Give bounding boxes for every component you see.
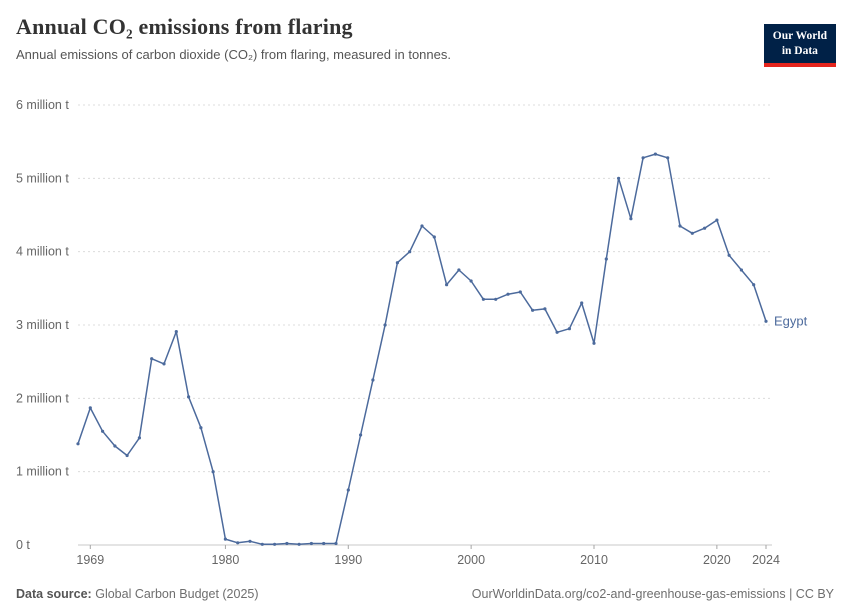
data-point-marker [555, 330, 559, 334]
data-point-marker [260, 542, 264, 546]
series-end-label: Egypt [774, 313, 808, 328]
data-point-marker [457, 268, 461, 272]
data-point-marker [752, 283, 756, 287]
owid-logo[interactable]: Our World in Data [763, 24, 836, 67]
data-point-marker [494, 297, 498, 301]
y-tick-label: 1 million t [16, 465, 69, 479]
data-point-marker [531, 308, 535, 312]
data-point-marker [445, 283, 449, 287]
data-point-marker [371, 378, 375, 382]
data-point-marker [629, 217, 633, 221]
data-point-marker [211, 470, 215, 474]
data-point-marker [543, 307, 547, 311]
data-point-marker [137, 436, 141, 440]
data-point-marker [641, 156, 645, 160]
y-tick-label: 0 t [16, 538, 30, 552]
data-point-marker [518, 290, 522, 294]
data-point-marker [125, 453, 129, 458]
data-point-marker [690, 231, 694, 235]
data-source-label: Data source: [16, 587, 92, 601]
data-point-marker [101, 429, 105, 433]
line-chart-svg: 0 t 1 million t 2 million t 3 million t 4 mi… [16, 98, 808, 567]
data-point-marker [604, 257, 608, 261]
data-point-marker [764, 319, 768, 323]
data-point-marker [346, 488, 350, 492]
x-tick-label: 2020 [703, 553, 731, 567]
x-tick-label: 2024 [752, 553, 780, 567]
owid-logo-line2: in Data [781, 44, 818, 57]
data-point-marker [285, 541, 289, 546]
data-point-marker [715, 218, 719, 222]
y-tick-label: 3 million t [16, 318, 69, 332]
data-point-marker [359, 433, 363, 437]
data-point-marker [297, 542, 301, 546]
data-point-marker [727, 253, 731, 257]
chart-subtitle: Annual emissions of carbon dioxide (CO₂)… [16, 47, 451, 62]
data-point-marker [481, 297, 485, 301]
data-point-marker [334, 541, 338, 546]
data-point-marker [309, 541, 313, 546]
data-point-marker [420, 224, 424, 228]
y-tick-label: 6 million t [16, 98, 69, 112]
chart-footer: Data source: Global Carbon Budget (2025)… [16, 587, 834, 601]
data-point-marker [162, 362, 166, 366]
data-point-marker [408, 250, 412, 254]
x-tick-label: 2010 [580, 553, 608, 567]
data-point-marker [187, 395, 191, 399]
data-point-marker [236, 541, 240, 545]
data-point-marker [617, 176, 621, 180]
x-tick-label: 1969 [76, 553, 104, 567]
data-point-marker [248, 539, 252, 543]
data-point-marker [469, 279, 473, 283]
data-point-marker [592, 341, 596, 345]
x-tick-label: 1980 [212, 553, 240, 567]
y-tick-label: 2 million t [16, 391, 69, 405]
data-point-marker [567, 327, 572, 331]
data-point-marker [322, 541, 326, 546]
data-point-marker [273, 542, 277, 546]
owid-logo-line1: Our World [772, 30, 827, 42]
data-point-marker [506, 292, 510, 296]
x-tick-label: 1990 [334, 553, 362, 567]
series-line [77, 153, 767, 546]
chart-title: Annual CO₂ emissions from flaring [16, 14, 353, 39]
data-point-marker [199, 426, 203, 430]
data-point-marker [678, 224, 682, 228]
data-source-text: Global Carbon Budget (2025) [95, 587, 259, 601]
data-point-marker [580, 301, 584, 305]
data-point-marker [88, 406, 92, 410]
y-tick-label: 5 million t [16, 171, 69, 185]
data-point-marker [432, 235, 436, 239]
data-point-marker [76, 442, 80, 446]
y-tick-label: 4 million t [16, 245, 69, 259]
data-point-marker [666, 156, 670, 160]
data-point-marker [739, 268, 744, 272]
chart-header: Annual CO₂ emissions from flaring Annual… [0, 14, 850, 67]
data-point-marker [223, 537, 227, 541]
data-point-marker [395, 261, 399, 265]
data-point-marker [150, 357, 154, 361]
x-tick-label: 2000 [457, 553, 485, 567]
data-point-marker [174, 330, 178, 334]
data-point-marker [703, 226, 707, 230]
footer-link[interactable]: OurWorldinData.org/co2-and-greenhouse-ga… [471, 587, 834, 601]
data-point-marker [113, 444, 117, 448]
data-point-marker [653, 152, 658, 156]
data-source: Data source: Global Carbon Budget (2025) [16, 587, 259, 601]
data-point-marker [383, 323, 387, 327]
